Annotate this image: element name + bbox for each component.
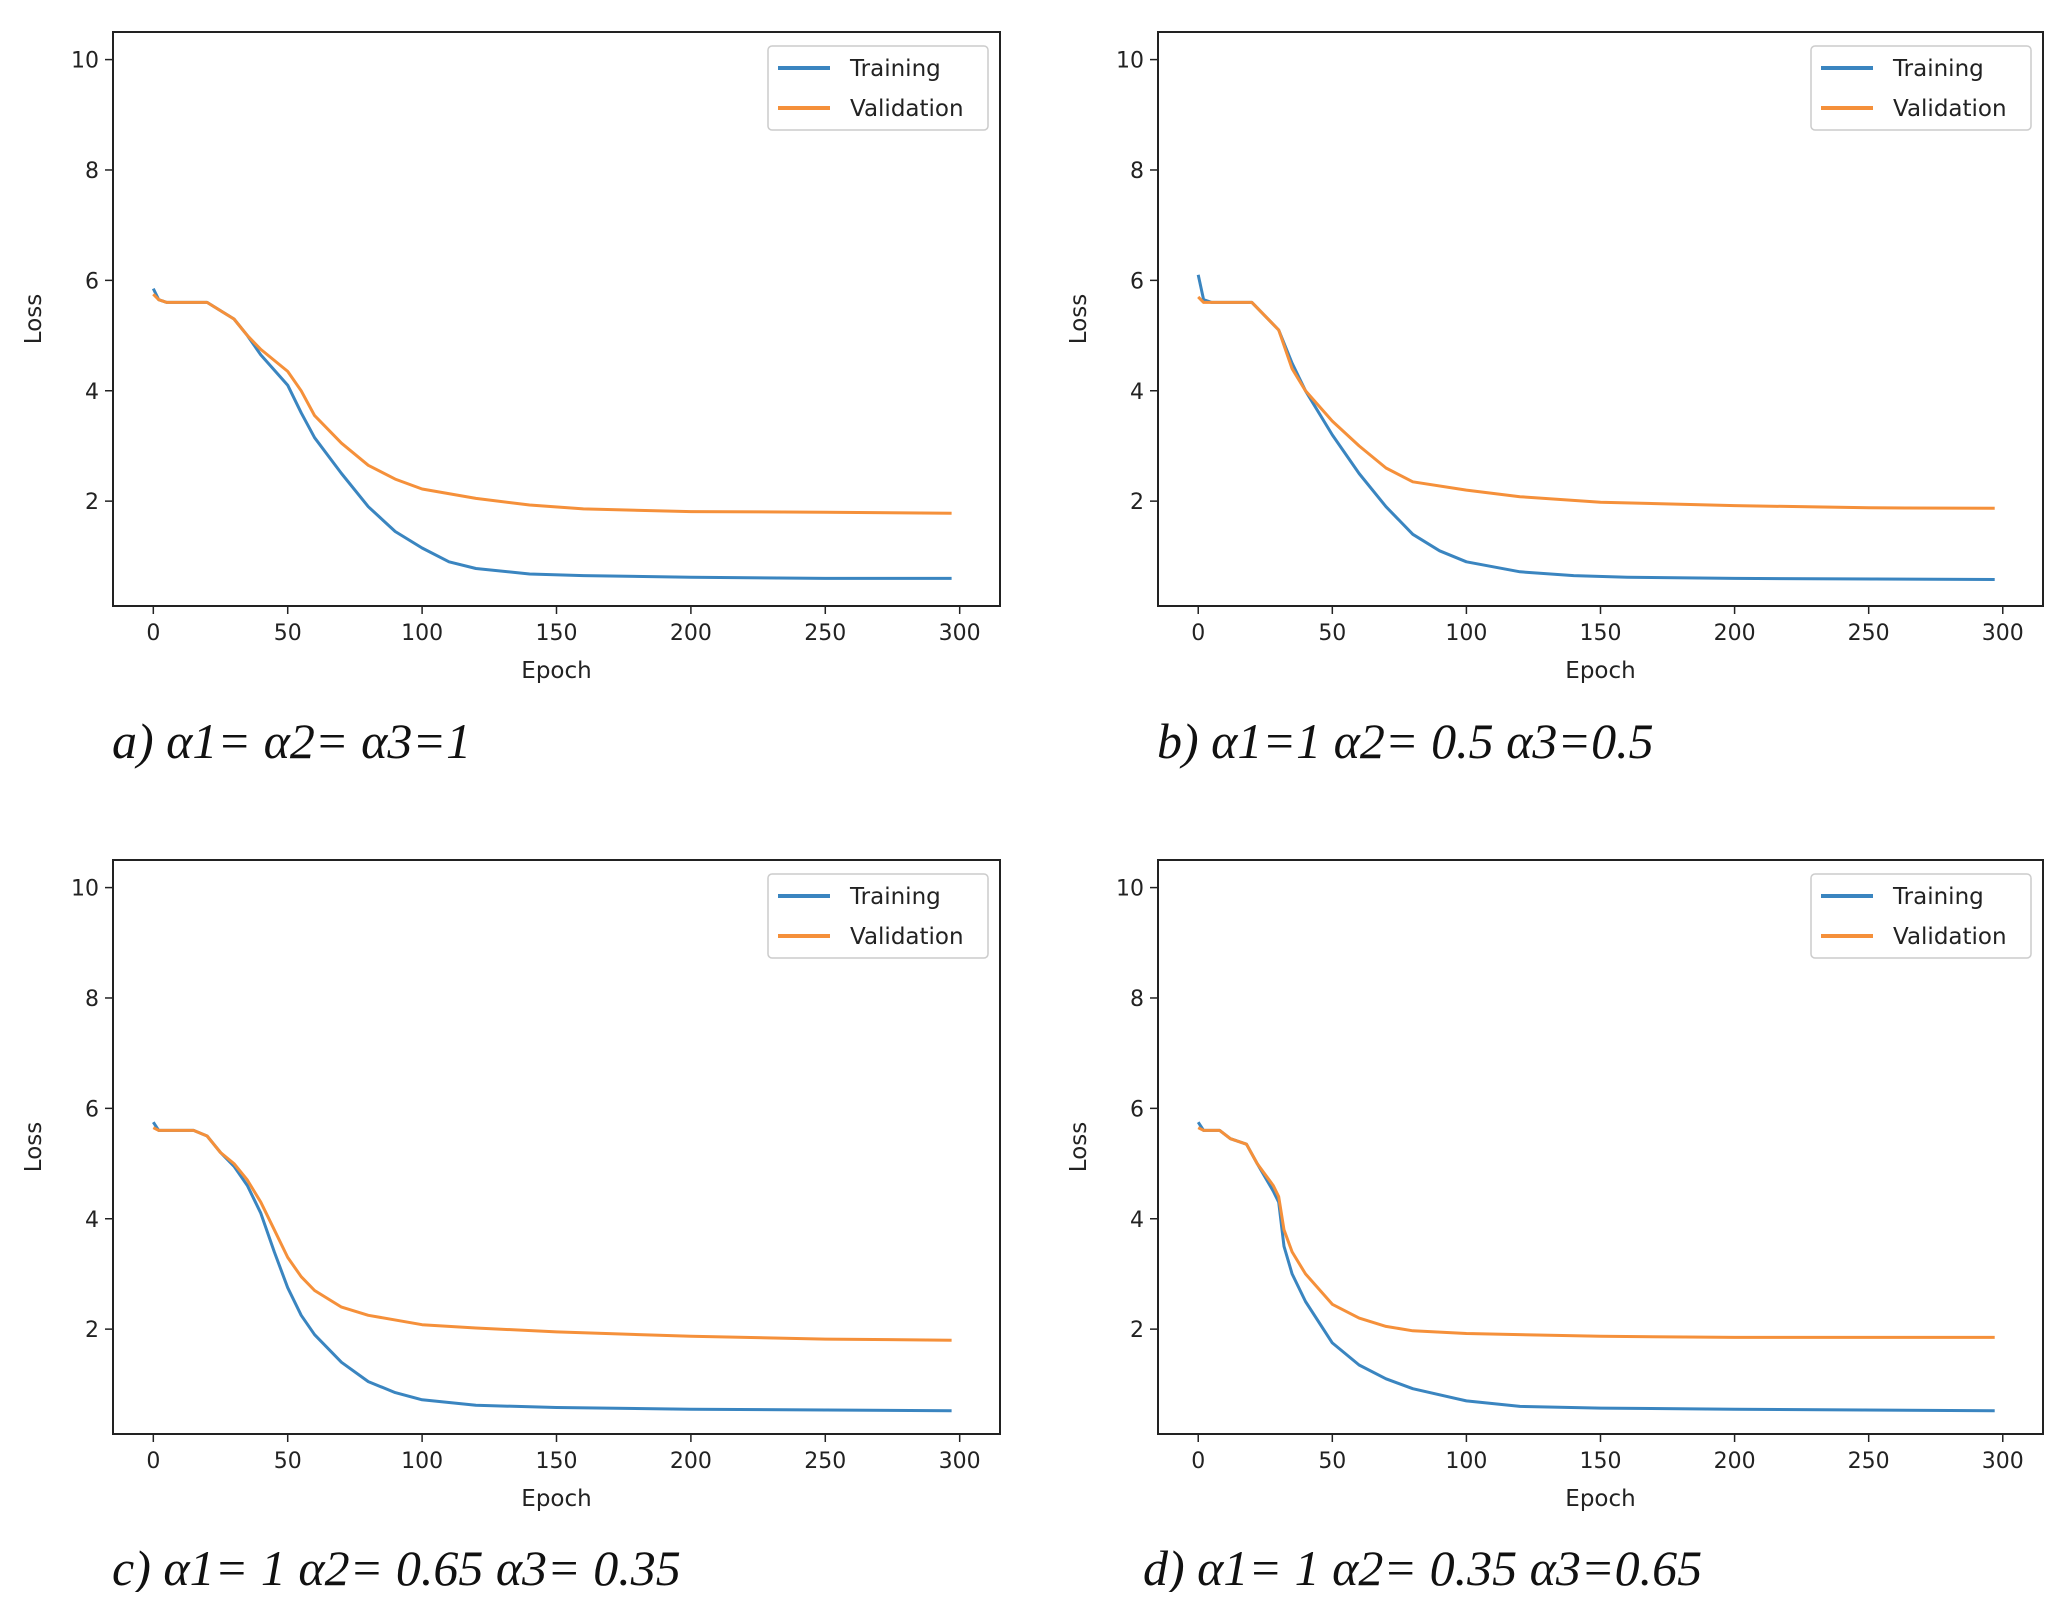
y-axis-label: Loss — [1066, 1122, 1092, 1172]
x-tick-label: 300 — [939, 621, 981, 646]
x-tick-label: 150 — [536, 621, 578, 646]
y-tick-label: 8 — [1130, 159, 1144, 184]
y-tick-label: 2 — [85, 1318, 99, 1343]
y-tick-label: 6 — [85, 1097, 99, 1122]
x-tick-label: 150 — [1580, 1449, 1622, 1474]
x-tick-label: 250 — [804, 1449, 846, 1474]
y-tick-label: 4 — [85, 380, 99, 405]
y-tick-label: 6 — [85, 269, 99, 294]
legend-label-validation: Validation — [850, 924, 964, 950]
legend-label-training: Training — [849, 56, 941, 82]
legend-label-training: Training — [1892, 56, 1984, 82]
x-tick-label: 150 — [1580, 621, 1622, 646]
y-axis-label: Loss — [1066, 294, 1092, 344]
x-tick-label: 200 — [1714, 1449, 1756, 1474]
chart-panel-d: 0 50 100 150 200 250 300 2 4 6 8 10 Epoch Loss Trainin… — [1066, 859, 2044, 1596]
x-tick-label: 0 — [1191, 621, 1205, 646]
chart-panel-b: 0 50 100 150 200 250 300 2 4 6 8 10 Epoch Loss Trainin… — [1066, 31, 2044, 769]
y-tick-label: 8 — [85, 159, 99, 184]
y-tick-label: 10 — [71, 49, 99, 74]
y-axis-label: Loss — [21, 294, 47, 344]
x-tick-label: 200 — [670, 1449, 712, 1474]
x-tick-label: 250 — [804, 621, 846, 646]
y-tick-label: 6 — [1130, 269, 1144, 294]
legend-label-validation: Validation — [850, 96, 964, 122]
series-line-training — [151, 287, 952, 580]
panel-caption: b) α1=1 α2= 0.5 α3=0.5 — [1157, 713, 1654, 769]
x-tick-label: 50 — [1318, 1449, 1346, 1474]
series-line-training — [1196, 274, 1995, 581]
series-line-training — [152, 1121, 952, 1413]
chart-panel-a: 0 50 100 150 200 250 300 2 4 6 8 10 Epoch Loss Trainin… — [21, 31, 1001, 769]
y-tick-label: 8 — [1130, 987, 1144, 1012]
x-tick-label: 0 — [146, 621, 160, 646]
series-line-validation — [1197, 295, 1995, 510]
x-tick-label: 50 — [1318, 621, 1346, 646]
series-line-validation — [152, 1126, 952, 1342]
series-line-validation — [1197, 1126, 1995, 1339]
x-tick-label: 250 — [1848, 1449, 1890, 1474]
x-tick-label: 50 — [274, 621, 302, 646]
x-axis-label: Epoch — [1565, 1486, 1635, 1512]
y-tick-label: 2 — [1130, 490, 1144, 515]
y-axis-label: Loss — [21, 1122, 47, 1172]
x-tick-label: 100 — [401, 1449, 443, 1474]
panel-caption: d) α1= 1 α2= 0.35 α3=0.65 — [1143, 1540, 1702, 1592]
x-tick-label: 300 — [1982, 621, 2024, 646]
series-line-validation — [152, 293, 952, 515]
x-tick-label: 100 — [401, 621, 443, 646]
x-axis-label: Epoch — [521, 658, 591, 684]
x-tick-label: 0 — [146, 1449, 160, 1474]
y-tick-label: 10 — [1116, 49, 1144, 74]
x-tick-label: 300 — [1982, 1449, 2024, 1474]
x-tick-label: 0 — [1191, 1449, 1205, 1474]
x-tick-label: 200 — [670, 621, 712, 646]
x-axis-label: Epoch — [521, 1486, 591, 1512]
y-tick-label: 10 — [1116, 877, 1144, 902]
panel-caption: c) α1= 1 α2= 0.65 α3= 0.35 — [112, 1540, 681, 1592]
x-tick-label: 300 — [939, 1449, 981, 1474]
legend-label-training: Training — [1892, 884, 1984, 910]
x-tick-label: 150 — [536, 1449, 578, 1474]
x-axis-label: Epoch — [1565, 658, 1635, 684]
y-tick-label: 4 — [1130, 380, 1144, 405]
x-tick-label: 250 — [1848, 621, 1890, 646]
y-tick-label: 8 — [85, 987, 99, 1012]
y-tick-label: 10 — [71, 877, 99, 902]
x-tick-label: 50 — [274, 1449, 302, 1474]
y-tick-label: 2 — [85, 490, 99, 515]
series-line-training — [1196, 1121, 1995, 1413]
x-tick-label: 100 — [1445, 621, 1487, 646]
x-tick-label: 200 — [1714, 621, 1756, 646]
x-tick-label: 100 — [1445, 1449, 1487, 1474]
chart-panel-c: 0 50 100 150 200 250 300 2 4 6 8 10 Epoch Loss Trainin… — [21, 859, 1001, 1596]
legend-label-training: Training — [849, 884, 941, 910]
legend-label-validation: Validation — [1893, 924, 2007, 950]
y-tick-label: 6 — [1130, 1097, 1144, 1122]
y-tick-label: 4 — [85, 1208, 99, 1233]
panel-caption: a) α1= α2= α3=1 — [112, 713, 471, 769]
y-tick-label: 4 — [1130, 1208, 1144, 1233]
y-tick-label: 2 — [1130, 1318, 1144, 1343]
legend-label-validation: Validation — [1893, 96, 2007, 122]
